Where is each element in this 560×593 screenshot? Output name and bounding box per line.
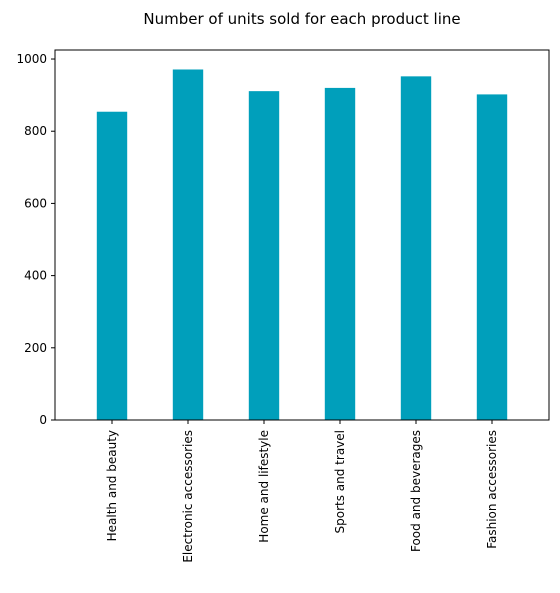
y-tick-label-2: 400 (24, 269, 47, 283)
y-axis: 0 200 400 600 800 1000 (16, 52, 55, 427)
x-tick-label-3: Sports and travel (333, 430, 347, 533)
y-tick-label-5: 1000 (16, 52, 47, 66)
x-tick-label-4: Food and beverages (409, 430, 423, 552)
x-tick-label-5: Fashion accessories (485, 430, 499, 549)
bar-0 (96, 111, 128, 420)
y-tick-label-0: 0 (39, 413, 47, 427)
y-tick-label-4: 800 (24, 124, 47, 138)
bar-1 (172, 69, 204, 421)
bar-5 (476, 94, 508, 421)
bar-2 (248, 91, 280, 421)
x-tick-label-0: Health and beauty (105, 430, 119, 541)
plot-frame (54, 49, 550, 421)
x-tick-label-2: Home and lifestyle (257, 430, 271, 543)
bar-3 (324, 87, 356, 421)
x-tick-label-1: Electronic accessories (181, 430, 195, 563)
bar-4 (400, 76, 432, 420)
y-tick-label-3: 600 (24, 196, 47, 210)
x-axis: Health and beauty Electronic accessories H… (105, 420, 499, 563)
chart-title: Number of units sold for each product li… (143, 10, 460, 28)
bars-group (96, 69, 508, 421)
y-tick-label-1: 200 (24, 341, 47, 355)
